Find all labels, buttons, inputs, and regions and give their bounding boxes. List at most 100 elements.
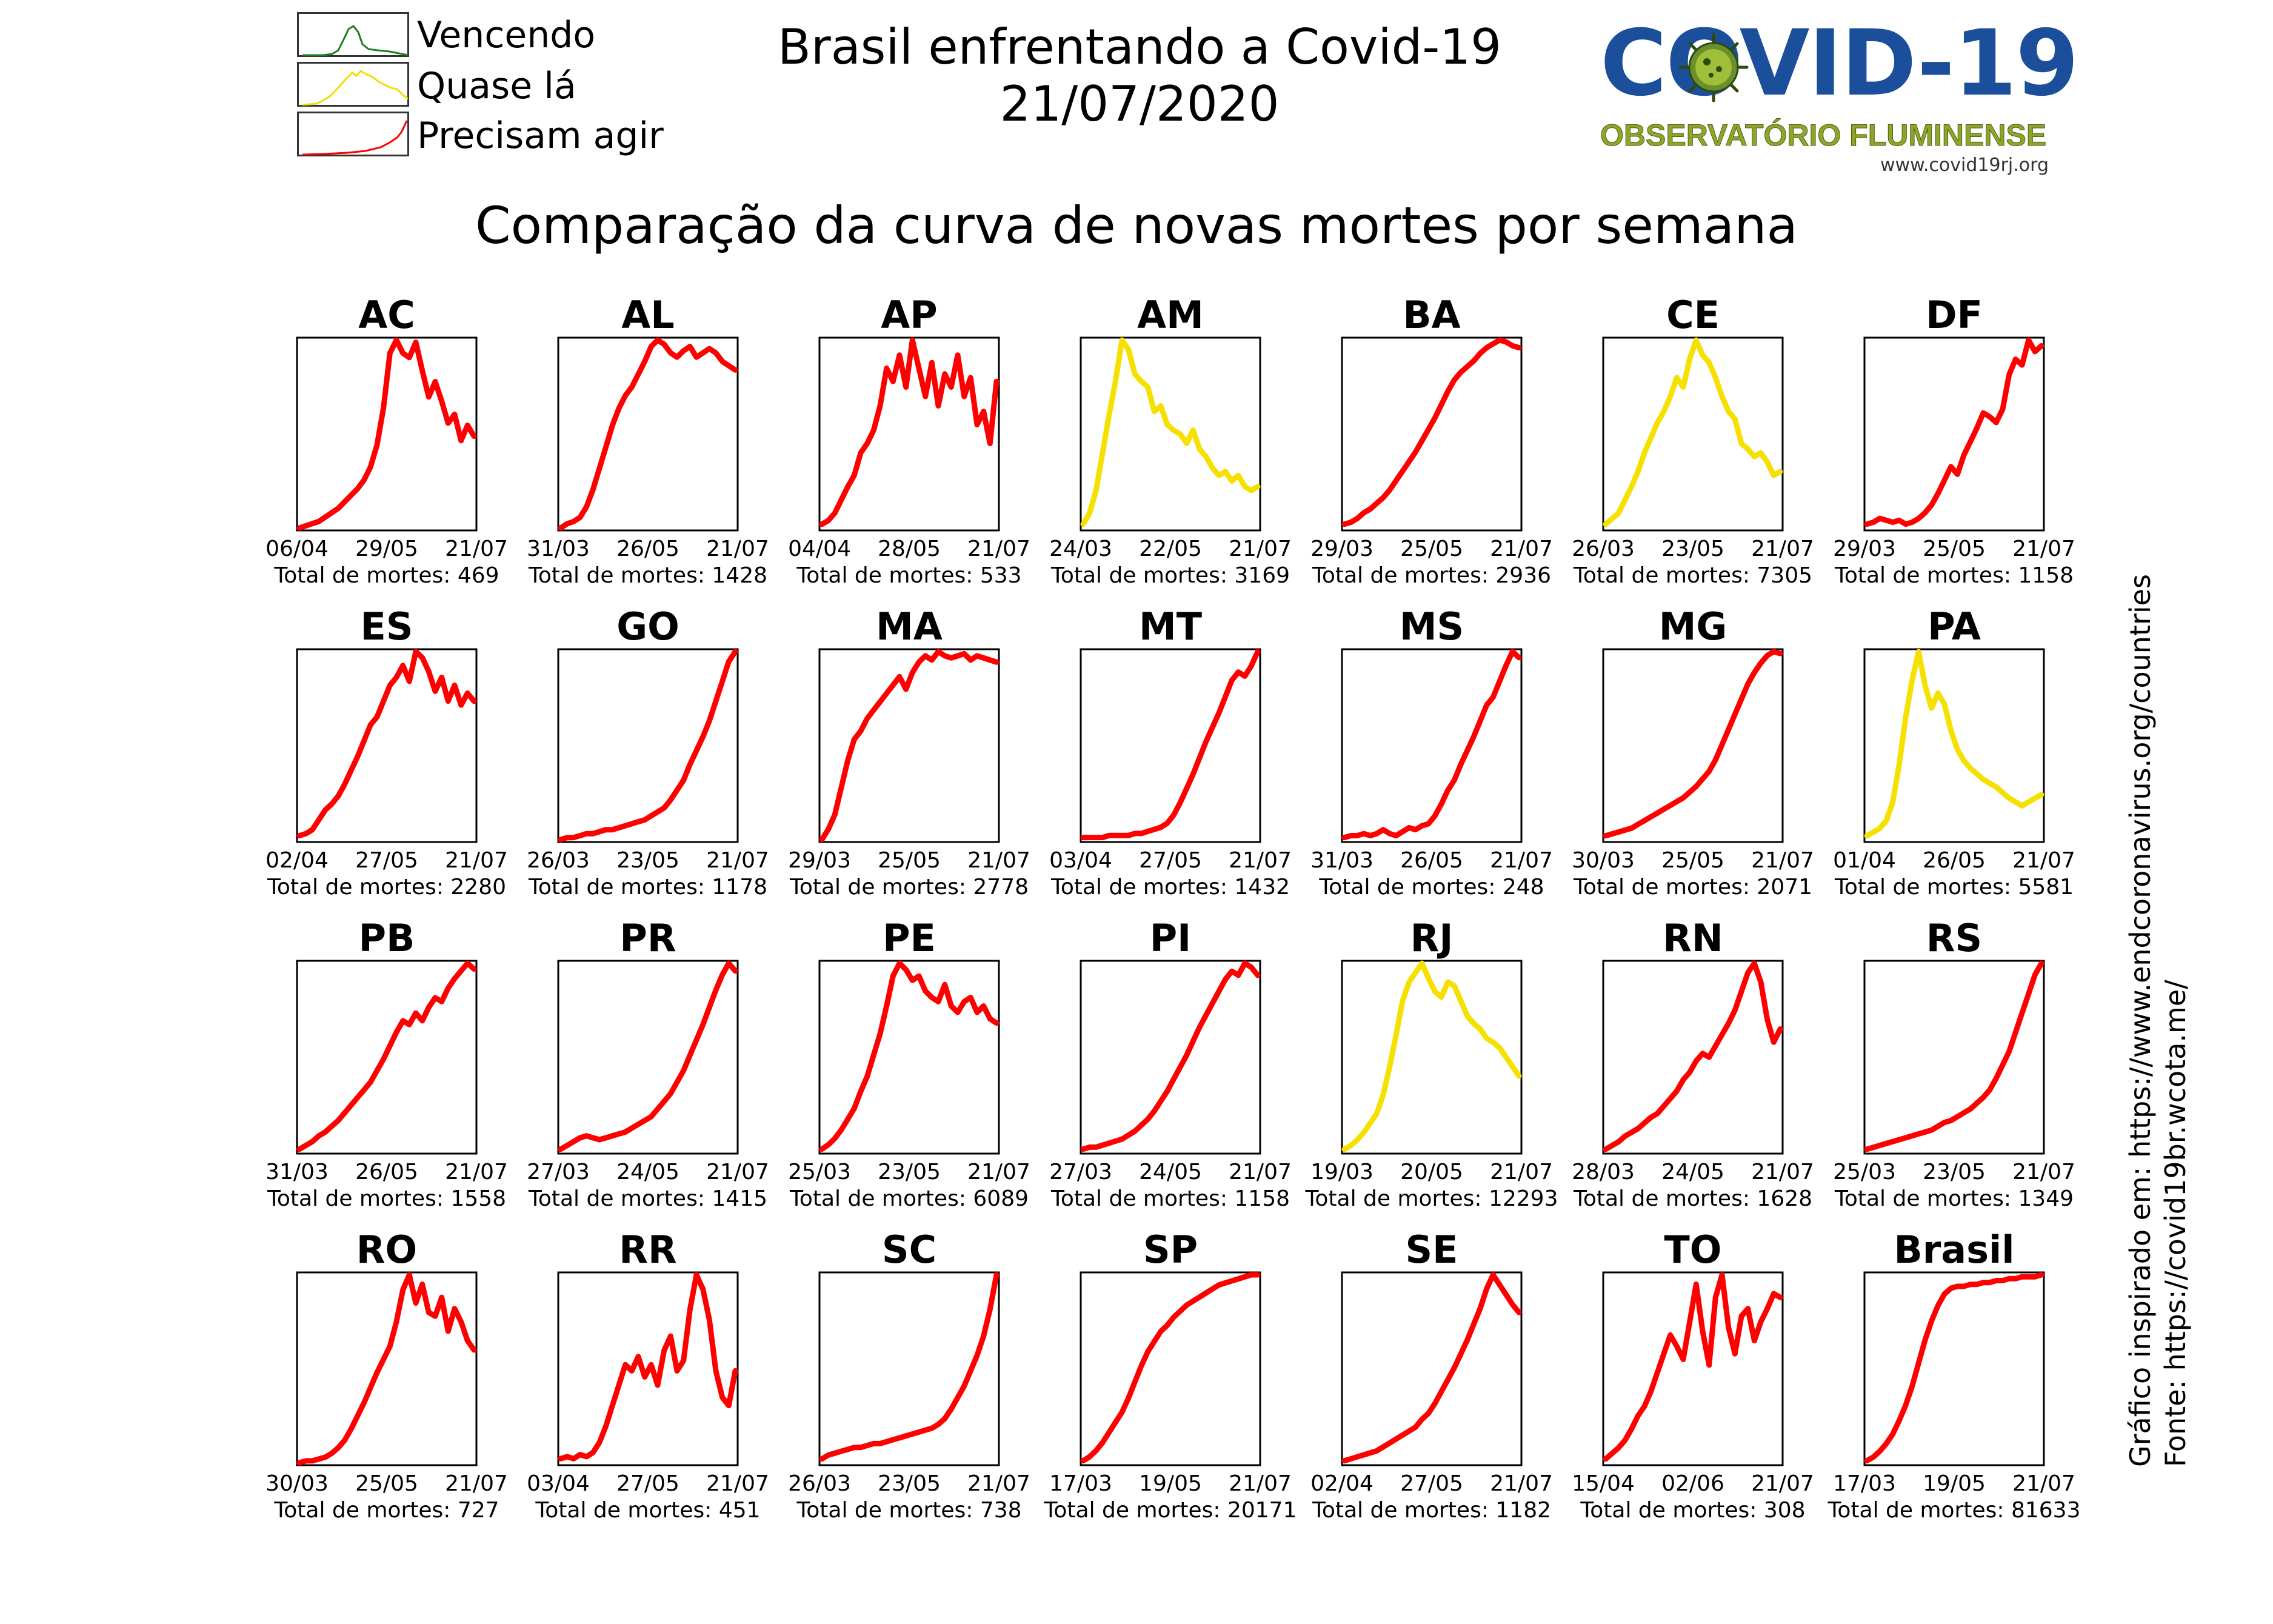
series-line-df [1864,337,2044,527]
panel-title: RR [619,1228,676,1272]
panel-title: RJ [1410,916,1454,960]
x-tick-label: 21/07 [445,848,508,873]
total-deaths-label: Total de mortes: 7305 [1573,563,1812,588]
x-tick-label: 21/07 [1490,1471,1553,1496]
x-tick-label: 29/03 [1310,536,1373,561]
series-line-es [296,649,477,838]
total-deaths-label: Total de mortes: 738 [796,1498,1021,1523]
x-tick-label: 21/07 [445,536,508,561]
panel-frame [1080,336,1261,532]
x-tick-label: 20/05 [1400,1160,1463,1185]
panel-title: AP [881,293,937,337]
x-tick-label: 19/03 [1310,1160,1373,1185]
total-deaths-label: Total de mortes: 451 [535,1498,760,1523]
x-tick-label: 21/07 [1751,1160,1814,1185]
total-deaths-label: Total de mortes: 248 [1318,875,1544,900]
total-deaths-label: Total de mortes: 469 [273,563,499,588]
x-tick-label: 23/05 [878,1471,941,1496]
total-deaths-label: Total de mortes: 533 [796,563,1021,588]
x-tick-label: 25/05 [1400,536,1463,561]
x-tick-label: 21/07 [967,536,1030,561]
credit-inspired: Gráfico inspirado em: https://www.endcor… [2124,574,2157,1467]
total-deaths-label: Total de mortes: 1158 [1834,563,2074,588]
series-line-brasil [1864,1272,2044,1464]
x-tick-label: 23/05 [1923,1160,1986,1185]
panel-title: GO [616,604,679,649]
x-tick-label: 26/05 [616,536,679,561]
x-tick-label: 19/05 [1923,1471,1986,1496]
covid-logo: COVID-19 OBSERVATÓRIO FLUMINENSE www.cov… [1600,18,2078,175]
credit-source: Fonte: https://covid19br.wcota.me/ [2159,980,2192,1467]
panel-title: MS [1400,604,1464,649]
x-tick-label: 21/07 [1229,848,1292,873]
x-tick-label: 21/07 [1490,536,1553,561]
panel-title: SC [882,1228,936,1272]
panel-title: AM [1137,293,1204,337]
x-tick-label: 30/03 [1572,848,1635,873]
x-tick-label: 21/07 [706,1471,769,1496]
x-tick-label: 27/03 [1049,1160,1112,1185]
panel-title: MT [1139,604,1202,649]
x-tick-label: 21/07 [2012,1160,2075,1185]
panel-title: PA [1928,604,1981,649]
x-tick-label: 02/06 [1661,1471,1724,1496]
series-line-mt [1080,649,1261,841]
x-tick-label: 21/07 [967,1471,1030,1496]
x-tick-label: 21/07 [1751,536,1814,561]
panel-title: ES [360,604,413,649]
panel-frame [1863,960,2045,1155]
panel-title: PB [359,916,415,960]
x-tick-label: 03/04 [527,1471,590,1496]
panel-title: TO [1664,1228,1722,1272]
total-deaths-label: Total de mortes: 1432 [1050,875,1290,900]
x-tick-label: 03/04 [1049,848,1112,873]
panel-frame [1602,648,1784,843]
total-deaths-label: Total de mortes: 81633 [1827,1498,2081,1523]
legend-label-quase-la: Quase lá [417,65,576,107]
x-tick-label: 26/05 [355,1160,418,1185]
series-line-ap [819,337,1000,527]
series-line-rs [1864,960,2044,1152]
x-tick-label: 30/03 [265,1471,329,1496]
x-tick-label: 29/03 [1833,536,1896,561]
legend-swatch-vencendo [297,12,409,57]
page-date: 21/07/2020 [1000,76,1280,132]
x-tick-label: 28/03 [1572,1160,1635,1185]
x-tick-label: 21/07 [1229,1471,1292,1496]
panel-frame [1341,336,1523,532]
panel-frame [557,960,739,1155]
x-tick-label: 21/07 [706,1160,769,1185]
x-tick-label: 27/05 [355,848,418,873]
panel-title: RS [1926,916,1982,960]
total-deaths-label: Total de mortes: 2071 [1573,875,1812,900]
total-deaths-label: Total de mortes: 1558 [267,1186,506,1211]
x-tick-label: 23/05 [616,848,679,873]
x-tick-label: 17/03 [1049,1471,1112,1496]
series-line-pi [1080,960,1261,1152]
x-tick-label: 24/03 [1049,536,1112,561]
logo-text: COVID-19 [1600,11,2079,116]
x-tick-label: 26/05 [1400,848,1463,873]
series-line-ac [296,337,477,531]
virus-icon [1678,32,1749,102]
series-line-pe [819,960,1000,1152]
x-tick-label: 27/05 [1139,848,1202,873]
x-tick-label: 21/07 [2012,1471,2075,1496]
panel-title: PE [883,916,936,960]
panel-title: CE [1666,293,1720,337]
panel-frame [1341,1271,1523,1466]
series-line-pb [296,960,477,1152]
